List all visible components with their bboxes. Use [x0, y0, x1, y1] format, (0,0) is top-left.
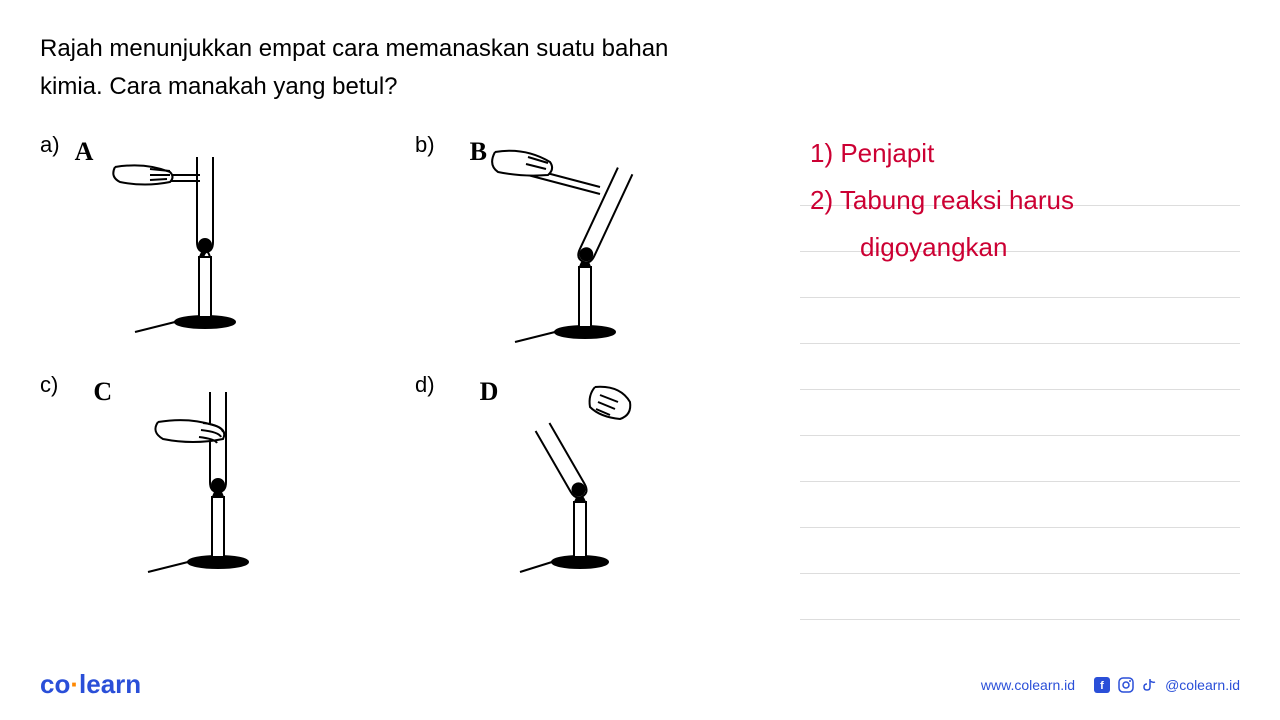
instagram-icon: [1117, 676, 1135, 694]
logo-learn: learn: [79, 669, 141, 699]
note-line-1: 1) Penjapit: [800, 130, 1240, 177]
option-c: c) C: [40, 367, 385, 587]
main-content: Rajah menunjukkan empat cara memanaskan …: [0, 0, 1280, 617]
website-url: www.colearn.id: [981, 677, 1075, 693]
notes-panel: 1) Penjapit 2) Tabung reaksi harus digoy…: [800, 30, 1240, 587]
footer-right: www.colearn.id f @colearn.id: [981, 676, 1240, 694]
option-c-label: c): [40, 372, 58, 398]
social-icons: f @colearn.id: [1093, 676, 1240, 694]
option-a: a) A: [40, 127, 385, 347]
logo-dot: ·: [70, 669, 79, 699]
option-a-figure: A: [75, 127, 335, 347]
option-b-label: b): [415, 132, 435, 158]
figure-label-b: B: [470, 137, 487, 167]
note-line-3: digoyangkan: [800, 224, 1240, 271]
option-d: d) D: [415, 367, 760, 587]
option-b-figure: B: [450, 127, 710, 347]
option-b: b) B: [415, 127, 760, 347]
figure-label-c: C: [93, 377, 112, 407]
diagram-a: [75, 127, 315, 337]
question-panel: Rajah menunjukkan empat cara memanaskan …: [40, 30, 760, 587]
option-c-figure: C: [73, 367, 333, 587]
tiktok-icon: [1141, 676, 1159, 694]
footer: co·learn www.colearn.id f @colearn.id: [0, 669, 1280, 700]
question-text: Rajah menunjukkan empat cara memanaskan …: [40, 30, 760, 107]
note-line-2: 2) Tabung reaksi harus: [800, 177, 1240, 224]
figure-label-a: A: [75, 137, 94, 167]
option-d-label: d): [415, 372, 435, 398]
handwritten-notes: 1) Penjapit 2) Tabung reaksi harus digoy…: [800, 130, 1240, 270]
option-a-label: a): [40, 132, 60, 158]
svg-text:f: f: [1100, 680, 1104, 692]
question-line-2: kimia. Cara manakah yang betul?: [40, 73, 398, 100]
figure-label-d: D: [480, 377, 499, 407]
logo: co·learn: [40, 669, 141, 700]
social-handle: @colearn.id: [1165, 677, 1240, 693]
logo-co: co: [40, 669, 70, 699]
option-d-figure: D: [450, 367, 710, 587]
options-grid: a) A: [40, 127, 760, 587]
question-line-1: Rajah menunjukkan empat cara memanaskan …: [40, 35, 668, 62]
facebook-icon: f: [1093, 676, 1111, 694]
